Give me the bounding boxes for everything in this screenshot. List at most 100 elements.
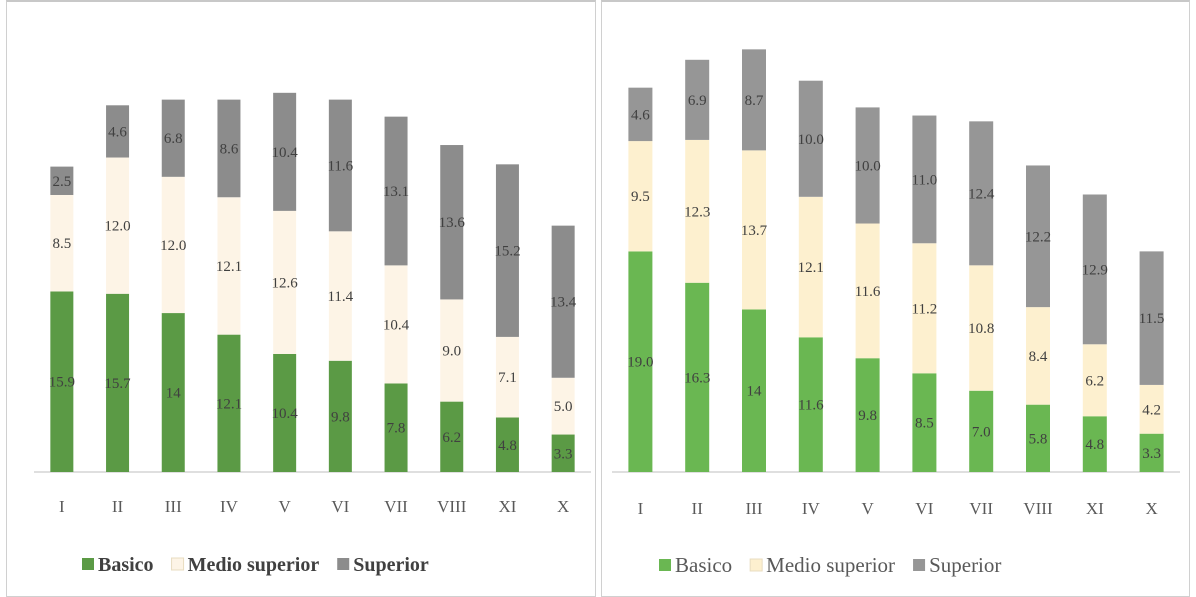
x-tick-label: VII: [969, 499, 993, 518]
legend-label-basico: Basico: [98, 554, 154, 576]
legend-swatch-superior: [913, 559, 926, 571]
data-label-basico-i: 15.9: [49, 375, 75, 391]
x-tick-label: III: [165, 497, 182, 516]
data-label-superior-xi: 15.2: [494, 244, 520, 260]
data-label-superior-iv: 10.0: [798, 132, 824, 148]
x-tick-label: II: [112, 497, 124, 516]
bar-basico-x: [551, 434, 575, 472]
bar-basico-v: [855, 358, 880, 472]
legend: Basico Medio superior Superior: [82, 554, 429, 576]
data-label-basico-iii: 14: [747, 384, 763, 400]
data-label-medio-superior-x: 5.0: [554, 399, 573, 415]
data-label-basico-vi: 9.8: [331, 409, 350, 425]
data-label-basico-iii: 14: [166, 386, 182, 402]
legend-label-medio-superior: Medio superior: [188, 554, 320, 576]
x-tick-label: V: [279, 497, 292, 516]
data-label-basico-x: 3.3: [554, 446, 573, 462]
data-label-superior-viii: 12.2: [1025, 229, 1051, 245]
data-label-basico-xi: 4.8: [1085, 437, 1104, 453]
bar-medio-superior-x: [551, 377, 575, 435]
x-tick-label: X: [1145, 499, 1157, 518]
data-label-medio-superior-xi: 6.2: [1085, 373, 1104, 389]
data-label-basico-viii: 6.2: [442, 430, 461, 446]
data-label-basico-vii: 7.8: [387, 421, 406, 437]
bar-medio-superior-viii: [440, 299, 464, 402]
data-label-superior-vi: 11.0: [912, 172, 938, 188]
data-label-superior-vii: 12.4: [968, 186, 995, 202]
legend-swatch-superior: [337, 558, 350, 570]
x-tick-label: VI: [331, 497, 349, 516]
data-label-medio-superior-viii: 9.0: [442, 344, 461, 360]
bar-superior-x: [1139, 251, 1164, 385]
bar-superior-viii: [440, 145, 464, 300]
bar-basico-vi: [912, 373, 937, 472]
data-label-basico-i: 19.0: [627, 355, 653, 371]
bar-basico-iii: [742, 309, 766, 472]
x-tick-label: VIII: [437, 497, 467, 516]
bar-medio-superior-ii: [106, 157, 130, 294]
data-label-medio-superior-vi: 11.2: [912, 301, 938, 317]
bar-basico-viii: [1026, 404, 1050, 472]
bar-medio-superior-xi: [1082, 344, 1107, 417]
x-tick-label: VIII: [1023, 499, 1053, 518]
bar-superior-iii: [161, 99, 185, 177]
bar-superior-v: [273, 92, 297, 211]
bar-superior-ii: [685, 59, 710, 140]
data-label-medio-superior-iv: 12.1: [798, 260, 824, 276]
bar-medio-superior-v: [855, 223, 880, 359]
data-label-superior-ii: 6.9: [688, 93, 707, 109]
data-label-medio-superior-v: 11.6: [855, 284, 881, 300]
bar-basico-x: [1139, 433, 1164, 472]
x-tick-label: I: [638, 499, 644, 518]
data-label-superior-iii: 6.8: [164, 131, 183, 147]
data-label-superior-vii: 13.1: [383, 184, 409, 200]
bar-basico-i: [50, 291, 74, 472]
x-tick-label: X: [557, 497, 569, 516]
data-label-medio-superior-ii: 12.3: [684, 204, 710, 220]
data-label-basico-v: 9.8: [858, 408, 877, 424]
bar-superior-vi: [328, 99, 352, 232]
bar-superior-v: [855, 107, 880, 224]
bar-superior-xi: [495, 164, 519, 337]
bar-basico-iv: [217, 334, 241, 472]
bar-medio-superior-iv: [217, 197, 241, 335]
chart-panel-left: 15.9 8.5 2.5 I 15.7 12.0 4.6 II 14 12.0 6.8 III 12.1…: [6, 0, 596, 597]
data-label-basico-x: 3.3: [1142, 446, 1161, 462]
bar-basico-iv: [798, 337, 823, 472]
data-label-basico-vii: 7.0: [972, 424, 991, 440]
data-label-medio-superior-iii: 13.7: [741, 223, 768, 239]
data-label-basico-ii: 15.7: [104, 376, 131, 392]
bar-basico-vii: [384, 383, 408, 472]
bar-superior-x: [551, 225, 575, 378]
data-label-superior-iv: 8.6: [220, 141, 239, 157]
legend-swatch-medio-superior: [171, 557, 185, 571]
data-label-superior-i: 2.5: [52, 174, 71, 190]
bar-medio-superior-xi: [495, 336, 519, 418]
bar-superior-iii: [742, 49, 766, 151]
data-label-medio-superior-iv: 12.1: [216, 259, 242, 275]
bar-medio-superior-iii: [161, 176, 185, 314]
bar-medio-superior-vii: [969, 265, 994, 391]
chart-left-svg: 15.9 8.5 2.5 I 15.7 12.0 4.6 II 14 12.0 6.8 III 12.1…: [34, 92, 591, 576]
x-tick-label: XI: [498, 497, 516, 516]
data-label-superior-x: 11.5: [1139, 311, 1165, 327]
legend: Basico Medio superior Superior: [659, 553, 1001, 577]
x-tick-label: XI: [1086, 499, 1104, 518]
bar-superior-iv: [798, 80, 823, 197]
bar-superior-iv: [217, 99, 241, 198]
data-label-basico-iv: 11.6: [798, 398, 824, 414]
legend-swatch-medio-superior: [749, 558, 763, 572]
data-label-medio-superior-ii: 12.0: [104, 219, 130, 235]
bar-medio-superior-x: [1139, 384, 1164, 434]
bar-medio-superior-viii: [1026, 307, 1050, 405]
bar-superior-ii: [106, 105, 130, 158]
data-label-superior-viii: 13.6: [439, 215, 466, 231]
bar-medio-superior-vi: [912, 243, 937, 374]
bar-medio-superior-vi: [328, 231, 352, 361]
bar-basico-ii: [685, 282, 710, 472]
bar-superior-i: [50, 166, 74, 195]
bar-medio-superior-v: [273, 210, 297, 354]
data-label-superior-v: 10.0: [854, 158, 880, 174]
data-label-medio-superior-vi: 11.4: [327, 289, 353, 305]
bar-basico-v: [273, 353, 297, 472]
